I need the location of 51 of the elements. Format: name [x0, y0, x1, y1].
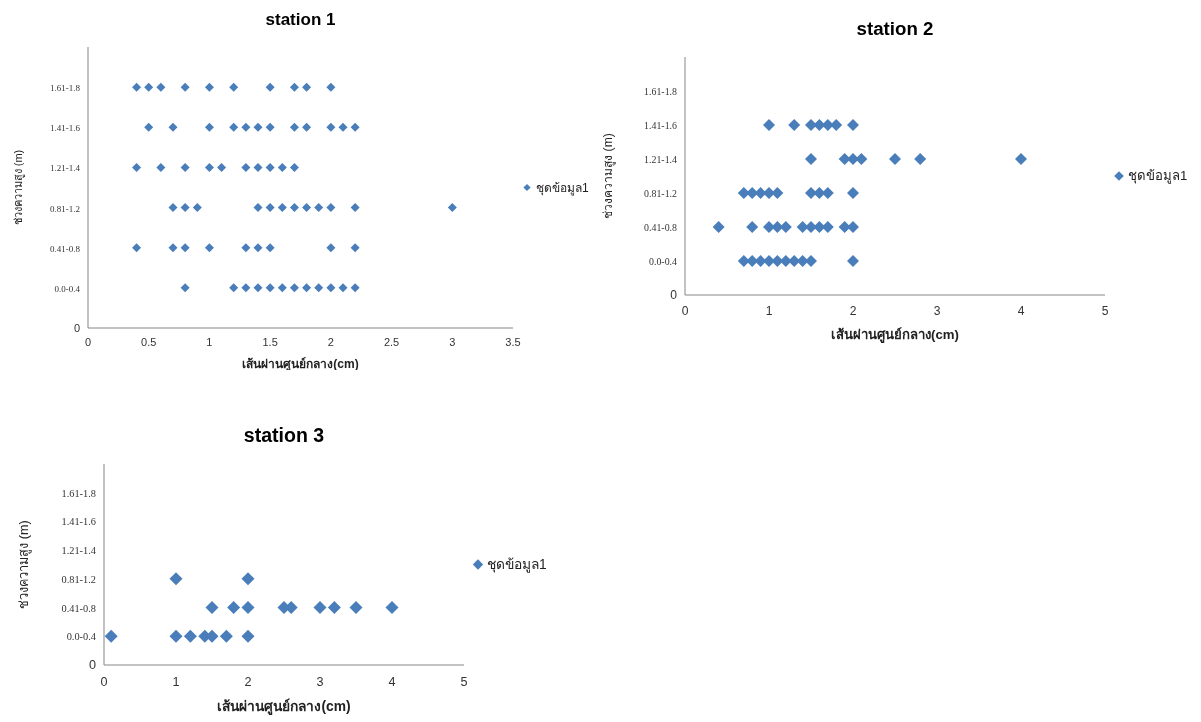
y-tick-label: 1.21-1.4 — [61, 545, 97, 557]
y-tick-label: 0.81-1.2 — [50, 203, 80, 214]
x-tick-label: 0 — [100, 674, 108, 689]
x-axis-title: เส้นผ่านศูนย์กลาง(cm) — [217, 698, 351, 715]
y-axis-title: ช่วงความสูง (m) — [17, 520, 33, 609]
y-tick-label: 0.41-0.8 — [50, 243, 81, 254]
x-tick-label: 2.5 — [383, 336, 400, 348]
y-axis-title: ช่วงความสูง (m) — [12, 149, 25, 226]
x-tick-label: 3 — [449, 336, 456, 348]
legend-label: ชุดข้อมูล1 — [487, 556, 547, 573]
legend-label: ชุดข้อมูล1 — [536, 180, 589, 196]
y-tick-label: 0.0-0.4 — [649, 256, 678, 267]
x-tick-label: 2 — [244, 674, 252, 689]
x-tick-label: 3 — [316, 674, 324, 689]
y-tick-label: 0.41-0.8 — [644, 222, 678, 233]
y-tick-label: 1.21-1.4 — [644, 154, 678, 165]
x-tick-label: 4 — [1017, 303, 1025, 318]
y-tick-label: 1.21-1.4 — [50, 163, 81, 174]
y-tick-label: 1.41-1.6 — [50, 123, 81, 134]
x-tick-label: 2 — [849, 303, 857, 318]
x-tick-label: 3.5 — [505, 336, 521, 348]
y-tick-label: 1.41-1.6 — [644, 120, 678, 131]
y-tick-label: 0.0-0.4 — [66, 631, 97, 643]
y-tick-label: 0 — [670, 288, 678, 302]
x-tick-label: 5 — [1101, 303, 1109, 318]
x-tick-label: 1 — [765, 303, 773, 318]
y-tick-label: 0.0-0.4 — [54, 283, 81, 294]
x-tick-label: 2 — [327, 336, 334, 348]
chart-title: station 3 — [243, 424, 325, 446]
x-tick-label: 1 — [172, 674, 180, 689]
y-tick-label: 0 — [73, 322, 80, 334]
chart-title: station 1 — [265, 10, 336, 29]
x-tick-label: 5 — [460, 674, 468, 689]
x-axis-title: เส้นผ่านศูนย์กลาง(cm) — [831, 327, 959, 343]
y-tick-label: 0.81-1.2 — [644, 188, 678, 199]
x-tick-label: 1 — [206, 336, 213, 348]
y-tick-label: 0.41-0.8 — [61, 602, 96, 614]
x-tick-label: 0.5 — [141, 336, 157, 348]
y-tick-label: 1.61-1.8 — [61, 487, 96, 499]
y-tick-label: 0.81-1.2 — [61, 573, 96, 585]
x-tick-label: 1.5 — [262, 336, 278, 348]
x-tick-label: 0 — [681, 303, 689, 318]
x-tick-label: 3 — [933, 303, 941, 318]
y-tick-label: 0 — [88, 658, 96, 672]
chart-title: station 2 — [856, 18, 934, 39]
legend-label: ชุดข้อมูล1 — [1128, 168, 1188, 184]
x-tick-label: 4 — [388, 674, 396, 689]
y-tick-label: 1.61-1.8 — [644, 86, 678, 97]
y-tick-label: 1.61-1.8 — [50, 83, 81, 94]
y-axis-title: ช่วงความสูง (m) — [601, 133, 617, 219]
y-tick-label: 1.41-1.6 — [61, 516, 96, 528]
